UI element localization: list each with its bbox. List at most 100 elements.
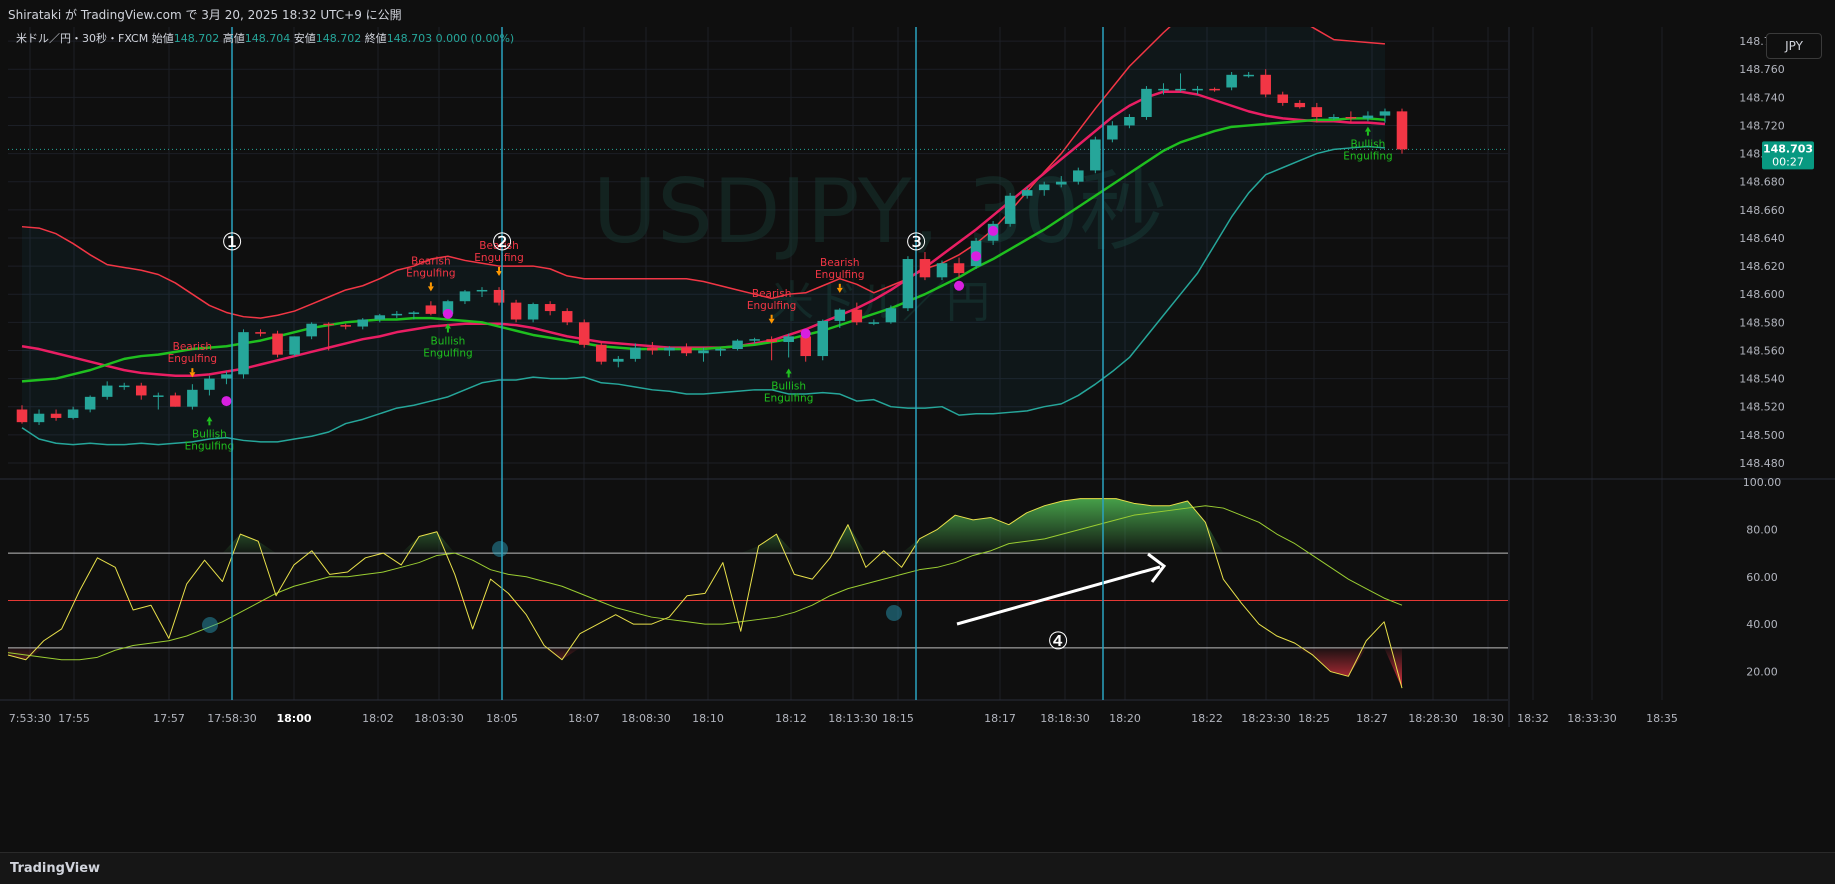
currency-button[interactable]: JPY bbox=[1766, 33, 1822, 59]
bullish-label-2: Engulfing bbox=[1343, 151, 1392, 163]
time-tick-label: 18:22 bbox=[1191, 712, 1223, 725]
candle-body bbox=[868, 322, 880, 324]
down-arrow-icon bbox=[770, 314, 773, 319]
legend-part: 148.704 bbox=[245, 32, 294, 45]
candle-body bbox=[834, 309, 846, 321]
candle-body bbox=[1362, 115, 1374, 119]
candle-body bbox=[936, 263, 948, 278]
down-arrow-icon bbox=[191, 368, 194, 373]
candle-body bbox=[1311, 107, 1323, 117]
candle-body bbox=[698, 350, 709, 354]
time-tick-label: 18:32 bbox=[1517, 712, 1549, 725]
candle-body bbox=[170, 395, 181, 407]
overbought-fill bbox=[8, 498, 1402, 554]
candle-body bbox=[681, 347, 692, 354]
candle-body bbox=[408, 312, 420, 314]
candle-body bbox=[1107, 125, 1118, 140]
signal-dot bbox=[221, 396, 232, 407]
bearish-label-1: Bearish bbox=[411, 255, 450, 267]
candle-body bbox=[1328, 117, 1340, 119]
candle-body bbox=[84, 396, 96, 410]
candle-body bbox=[323, 323, 334, 326]
tradingview-logo[interactable]: TradingView bbox=[10, 861, 101, 876]
oscillator-line bbox=[7, 498, 1403, 689]
time-tick-label: 18:13:30 bbox=[828, 712, 877, 725]
trend-arrow-head bbox=[1147, 552, 1167, 583]
up-arrow-icon bbox=[1364, 126, 1371, 132]
osc-tick-label: 40.00 bbox=[1746, 618, 1778, 631]
bullish-label-1: Bullish bbox=[431, 336, 466, 348]
candle-body bbox=[732, 340, 743, 350]
bearish-label-1: Bearish bbox=[173, 341, 212, 353]
price-tick-label: 148.660 bbox=[1739, 204, 1785, 217]
candle-body bbox=[510, 302, 522, 320]
ohlc-legend: 米ドル／円・30秒・FXCM 始値148.702 高値148.704 安値148… bbox=[16, 31, 514, 45]
price-axis: 148.780148.760148.740148.720148.700148.6… bbox=[1739, 35, 1785, 679]
osc-tick-label: 80.00 bbox=[1746, 523, 1778, 536]
marker-label: ② bbox=[491, 228, 513, 256]
legend-text: 米ドル／円・30秒・FXCM 始値148.702 高値148.704 安値148… bbox=[16, 31, 514, 45]
candle-body bbox=[391, 313, 403, 316]
down-arrow-icon bbox=[498, 266, 501, 271]
legend-part: 148.702 bbox=[174, 32, 223, 45]
marker-label: ① bbox=[221, 228, 243, 256]
up-arrow-icon bbox=[785, 368, 792, 374]
candle-body bbox=[204, 378, 215, 390]
time-tick-label: 18:18:30 bbox=[1040, 712, 1089, 725]
candle-body bbox=[527, 304, 539, 320]
upper-band-line bbox=[21, 27, 1386, 319]
cross-circle bbox=[492, 541, 508, 557]
time-tick-label: 17:55 bbox=[58, 712, 90, 725]
down-arrow-icon bbox=[189, 372, 196, 378]
time-tick-label: 18:23:30 bbox=[1241, 712, 1290, 725]
up-arrow-icon bbox=[787, 373, 790, 378]
candle-body bbox=[306, 323, 317, 337]
price-tick-label: 148.640 bbox=[1739, 232, 1785, 245]
time-tick-label: 18:12 bbox=[775, 712, 807, 725]
candle-body bbox=[135, 385, 147, 396]
osc-tick-label: 20.00 bbox=[1746, 666, 1778, 679]
time-tick-label: 18:33:30 bbox=[1567, 712, 1616, 725]
bearish-label-2: Engulfing bbox=[474, 252, 523, 264]
price-tick-label: 148.760 bbox=[1739, 63, 1785, 76]
price-badge-value: 148.703 bbox=[1763, 142, 1813, 155]
candle-body bbox=[1192, 88, 1203, 91]
price-tick-label: 148.560 bbox=[1739, 344, 1785, 357]
time-tick-label: 18:35 bbox=[1646, 712, 1678, 725]
time-tick-label: 18:00 bbox=[276, 712, 311, 725]
down-arrow-icon bbox=[429, 282, 432, 287]
price-badge-countdown: 00:27 bbox=[1772, 155, 1804, 168]
bullish-label-1: Bullish bbox=[1351, 139, 1386, 151]
candle-body bbox=[357, 319, 369, 327]
candle-body bbox=[101, 385, 113, 397]
candle-body bbox=[613, 358, 624, 362]
up-arrow-icon bbox=[1366, 131, 1369, 136]
price-tick-label: 148.600 bbox=[1739, 288, 1785, 301]
candle-body bbox=[1141, 88, 1152, 117]
footer-bar: TradingView bbox=[0, 852, 1835, 884]
candle-body bbox=[442, 301, 454, 314]
candle-body bbox=[340, 325, 351, 327]
bearish-label-1: Bearish bbox=[752, 288, 791, 300]
candle-body bbox=[1158, 88, 1169, 91]
time-axis: 7:53:30 17:55 17:57 17:58:30 18:00 18:02 18:03… bbox=[9, 712, 1678, 725]
legend-part: 終値 bbox=[365, 31, 387, 45]
candle-body bbox=[187, 389, 198, 407]
time-tick-label: 18:17 bbox=[984, 712, 1016, 725]
up-arrow-icon bbox=[206, 416, 213, 422]
osc-tick-label: 60.00 bbox=[1746, 571, 1778, 584]
price-tick-label: 148.620 bbox=[1739, 260, 1785, 273]
candle-body bbox=[1021, 190, 1033, 196]
time-tick-label: 18:20 bbox=[1109, 712, 1141, 725]
legend-part: 148.702 bbox=[316, 32, 365, 45]
candle-body bbox=[238, 332, 249, 375]
candle-body bbox=[1379, 111, 1391, 116]
candle-body bbox=[817, 320, 829, 357]
price-chart[interactable]: USDJPY, 30秒米ドル／円BearishEngulfingBullishE… bbox=[0, 27, 1835, 852]
candle-body bbox=[425, 305, 437, 314]
time-tick-label: 7:53:30 bbox=[9, 712, 51, 725]
